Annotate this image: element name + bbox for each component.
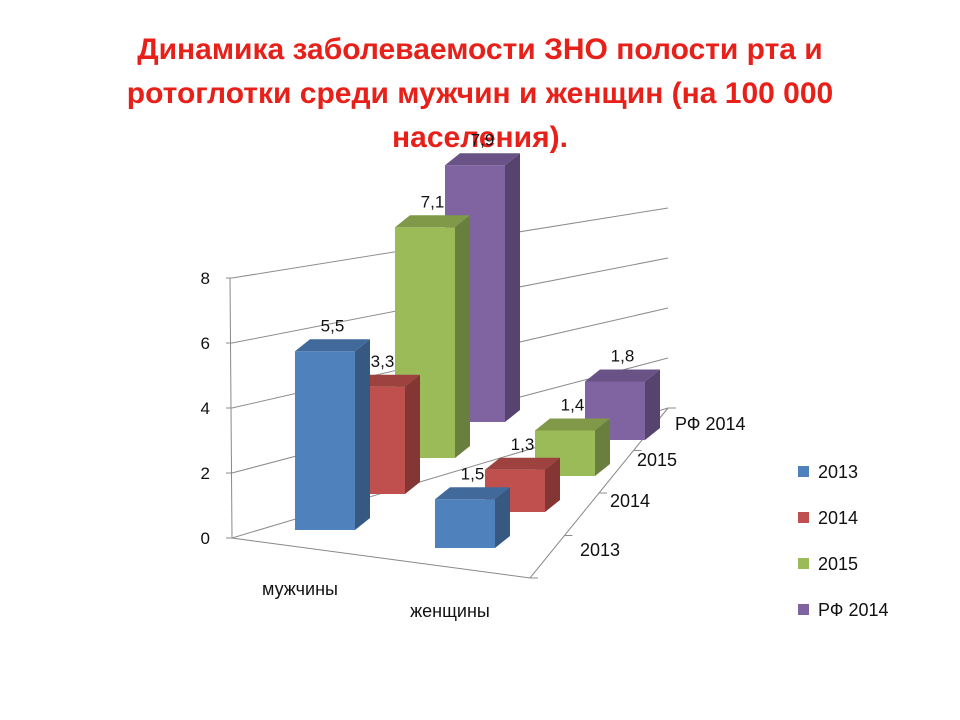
bar-top xyxy=(295,339,370,352)
bar-top xyxy=(485,457,560,470)
depth-label: РФ 2014 xyxy=(675,414,746,434)
bar-top xyxy=(395,215,470,228)
labels-layer: 7,9 1,8 7,1 1,4 3,3 1,3 5,5 1,5 мужчины женщины 20… xyxy=(262,130,746,621)
bar-side xyxy=(405,374,420,494)
title-line-3: населения). xyxy=(392,121,568,154)
legend-entry: 2015 xyxy=(798,554,858,574)
bars-layer xyxy=(295,153,660,548)
y-tick-label: 0 xyxy=(201,529,210,548)
category-label: мужчины xyxy=(262,579,338,599)
bar-top xyxy=(585,369,660,382)
data-label: 1,4 xyxy=(561,396,585,415)
bar-side xyxy=(495,487,510,548)
data-label: 7,1 xyxy=(421,192,445,211)
bar-top xyxy=(535,418,610,431)
bar-side xyxy=(645,369,660,440)
y-tick-label: 8 xyxy=(201,269,210,288)
category-label: женщины xyxy=(410,601,490,621)
data-label: 1,3 xyxy=(511,435,535,454)
legend-label: 2013 xyxy=(818,462,858,482)
legend-label: 2014 xyxy=(818,508,858,528)
depth-label: 2015 xyxy=(637,450,677,470)
data-label: 3,3 xyxy=(371,352,395,371)
bar-2013-men xyxy=(295,339,370,530)
legend-label: 2015 xyxy=(818,554,858,574)
legend-entry: 2013 xyxy=(798,462,858,482)
depth-label: 2013 xyxy=(580,540,620,560)
bar-2013-women xyxy=(435,487,510,548)
y-tick-label: 6 xyxy=(201,334,210,353)
data-label: 1,5 xyxy=(461,464,485,483)
depth-label: 2014 xyxy=(610,491,650,511)
slide-title: Динамика заболеваемости ЗНО полости рта … xyxy=(40,28,920,160)
legend-entry: РФ 2014 xyxy=(798,600,889,620)
bar-front xyxy=(435,499,495,548)
bar-side xyxy=(505,153,520,422)
legend-swatch xyxy=(798,512,809,523)
bar-side xyxy=(545,457,560,512)
bar-top xyxy=(435,487,510,500)
data-label: 1,8 xyxy=(611,347,635,366)
bar-side xyxy=(355,339,370,530)
y-tick-label: 4 xyxy=(201,399,210,418)
bar-top xyxy=(445,153,520,166)
bar-front xyxy=(295,351,355,530)
bar-side xyxy=(455,215,470,458)
y-tick-label: 2 xyxy=(201,464,210,483)
legend-entry: 2014 xyxy=(798,508,858,528)
title-line-1: Динамика заболеваемости ЗНО полости рта … xyxy=(137,33,823,66)
legend-swatch xyxy=(798,604,809,615)
bar-side xyxy=(595,418,610,476)
legend-swatch xyxy=(798,558,809,569)
data-label: 5,5 xyxy=(321,316,345,335)
legend-swatch xyxy=(798,466,809,477)
data-label: 7,9 xyxy=(471,130,495,149)
legend-label: РФ 2014 xyxy=(818,600,889,620)
legend: 2013 2014 2015 РФ 2014 xyxy=(798,462,889,620)
title-line-2: ротоглотки среди мужчин и женщин (на 100… xyxy=(126,77,834,110)
